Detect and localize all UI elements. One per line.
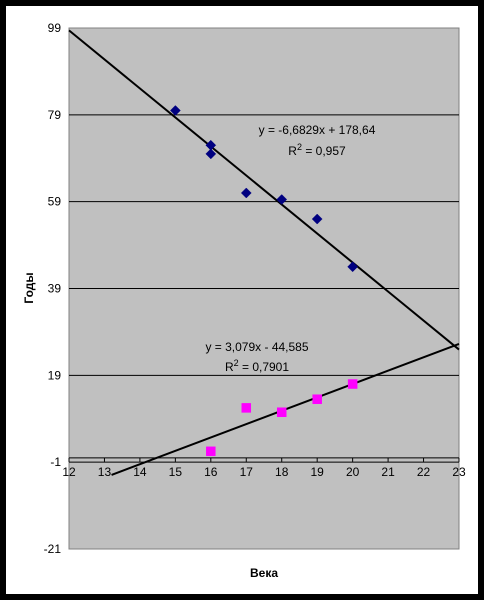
x-tick-label: 22: [417, 465, 431, 479]
x-axis-title: Века: [250, 566, 278, 580]
x-tick-label: 21: [381, 465, 395, 479]
series-1-point: [311, 213, 323, 225]
y-tick-label: 59: [48, 195, 62, 209]
series-1-point: [170, 105, 181, 116]
x-tick-label: 20: [346, 465, 360, 479]
y-tick-label: -21: [44, 542, 62, 556]
y-tick-label: 39: [48, 282, 62, 296]
x-tick-label: 14: [133, 465, 147, 479]
y-tick-label: -1: [50, 455, 61, 469]
x-tick-label: 18: [275, 465, 289, 479]
trendline-1: [68, 29, 460, 351]
y-axis-title: Годы: [22, 272, 36, 303]
series-2-point: [276, 407, 287, 417]
trendline-1-r2-value: 0,957: [316, 144, 346, 158]
x-tick-label: 16: [204, 465, 218, 479]
trendline-2-equation: y = 3,079x - 44,585: [205, 340, 308, 354]
trendline-1-r2: R2 = 0,957: [288, 142, 346, 158]
x-tick-label: 15: [169, 465, 183, 479]
trendline-2-r2: R2 = 0,7901: [225, 358, 289, 374]
trendline-1-equation: y = -6,6829x + 178,64: [259, 123, 376, 137]
y-tick-label: 99: [48, 21, 62, 35]
x-tick-label: 19: [311, 465, 325, 479]
y-tick-label: 79: [48, 108, 62, 122]
series-1-point: [347, 261, 358, 273]
series-2-point: [206, 446, 216, 457]
series-1-point: [240, 187, 252, 199]
series-2-point: [241, 403, 252, 413]
x-tick-label: 12: [62, 465, 76, 479]
x-tick-label: 17: [240, 465, 254, 479]
series-2-point: [312, 394, 322, 404]
x-tick-label: 23: [452, 465, 466, 479]
trendline-2-r2-value: 0,7901: [252, 360, 289, 374]
x-tick-label: 13: [98, 465, 112, 479]
series-1-point: [276, 194, 288, 205]
series-1-point: [205, 148, 217, 160]
series-2-point: [347, 379, 358, 389]
y-tick-label: 19: [48, 368, 62, 382]
